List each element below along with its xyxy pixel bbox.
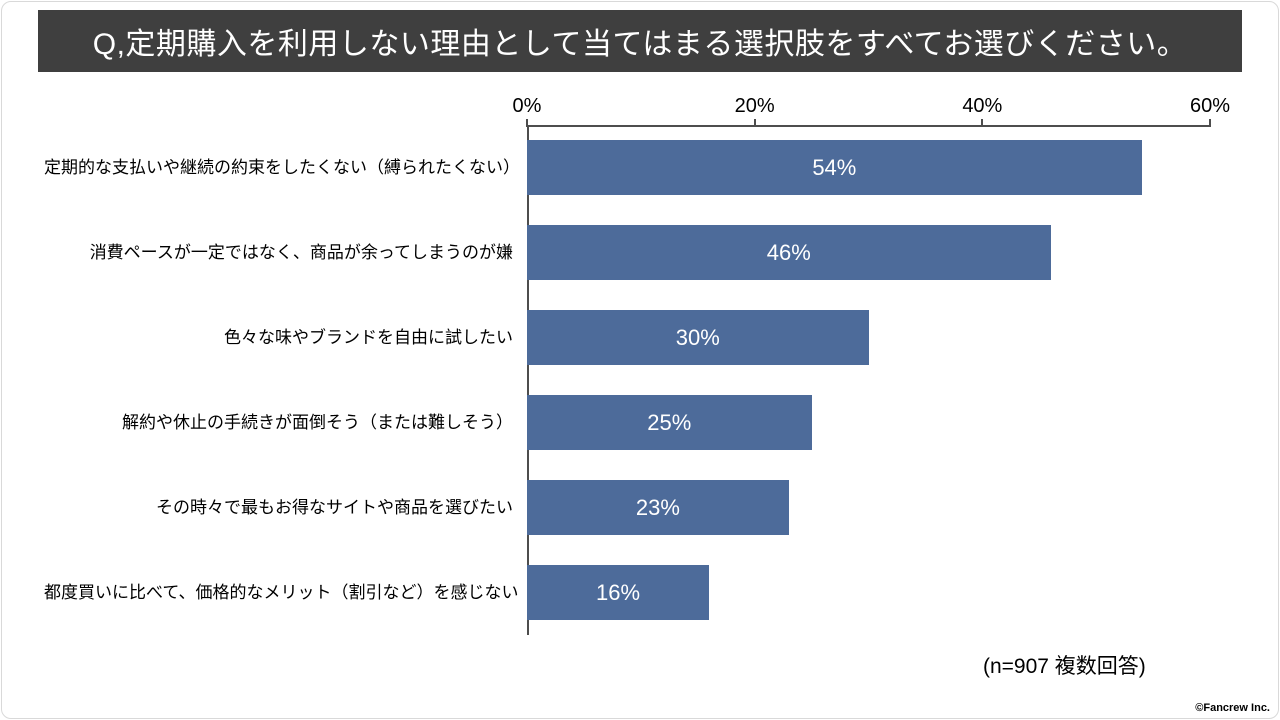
category-label: 色々な味やブランドを自由に試したい [224, 327, 513, 347]
chart-row: その時々で最もお得なサイトや商品を選びたい 23% [44, 465, 1210, 550]
x-tick-mark [526, 119, 528, 127]
bar-value-label: 25% [647, 409, 692, 435]
x-tick-label: 60% [1189, 95, 1231, 117]
x-tick-mark [981, 119, 984, 127]
x-tick-label: 40% [962, 95, 1003, 117]
bar: 30% [527, 310, 869, 365]
copyright-text: ©Fancrew Inc. [1195, 702, 1270, 714]
bar: 25% [527, 395, 812, 450]
bar-chart: 0% 20% 40% 60% 定期的な支払いや継続の約束をしたくない（縛られたくない）… [44, 88, 1230, 636]
category-label: 消費ペースが一定ではなく、商品が余ってしまうのが嫌 [89, 242, 513, 262]
bar: 46% [527, 225, 1051, 280]
x-tick-label: 20% [734, 95, 775, 117]
bar-value-label: 54% [812, 154, 857, 180]
chart-row: 都度買いに比べて、価格的なメリット（割引など）を感じない 16% [44, 550, 1210, 635]
x-tick-mark [753, 119, 756, 127]
chart-row: 消費ペースが一定ではなく、商品が余ってしまうのが嫌 46% [44, 210, 1210, 295]
x-axis-line [526, 119, 1211, 127]
x-tick-mark [1209, 119, 1211, 127]
bar-track: 16% [527, 565, 1210, 620]
category-label: 定期的な支払いや継続の約束をしたくない（縛られたくない） [44, 157, 520, 177]
chart-title-banner: Q,定期購入を利用しない理由として当てはまる選択肢をすべてお選びください。 [38, 10, 1242, 72]
chart-rows: 定期的な支払いや継続の約束をしたくない（縛られたくない） 54% 消費ペースが一定で… [44, 125, 1210, 635]
bar: 54% [527, 140, 1142, 195]
bar-track: 30% [527, 310, 1210, 365]
bar-value-label: 30% [675, 324, 720, 350]
category-label: 都度買いに比べて、価格的なメリット（割引など）を感じない [44, 582, 519, 602]
chart-row: 色々な味やブランドを自由に試したい 30% [44, 295, 1210, 380]
category-label: 解約や休止の手続きが面倒そう（または難しそう） [122, 412, 513, 432]
x-tick-label: 0% [512, 95, 542, 117]
bar-value-label: 46% [766, 239, 811, 265]
category-label: その時々で最もお得なサイトや商品を選びたい [156, 497, 513, 517]
bar-value-label: 16% [596, 579, 641, 605]
chart-title: Q,定期購入を利用しない理由として当てはまる選択肢をすべてお選びください。 [92, 28, 1188, 61]
sample-size-note: (n=907 複数回答) [983, 655, 1146, 678]
bar: 23% [527, 480, 789, 535]
bar-track: 25% [527, 395, 1210, 450]
bar-track: 54% [527, 140, 1210, 195]
x-axis-tick-labels: 0% 20% 40% 60% [513, 88, 1230, 125]
bar-track: 23% [527, 480, 1210, 535]
bar-value-label: 23% [635, 494, 680, 520]
bar: 16% [527, 565, 710, 620]
y-axis-line [527, 125, 529, 635]
chart-row: 解約や休止の手続きが面倒そう（または難しそう） 25% [44, 380, 1210, 465]
chart-row: 定期的な支払いや継続の約束をしたくない（縛られたくない） 54% [44, 125, 1210, 210]
bar-track: 46% [527, 225, 1210, 280]
